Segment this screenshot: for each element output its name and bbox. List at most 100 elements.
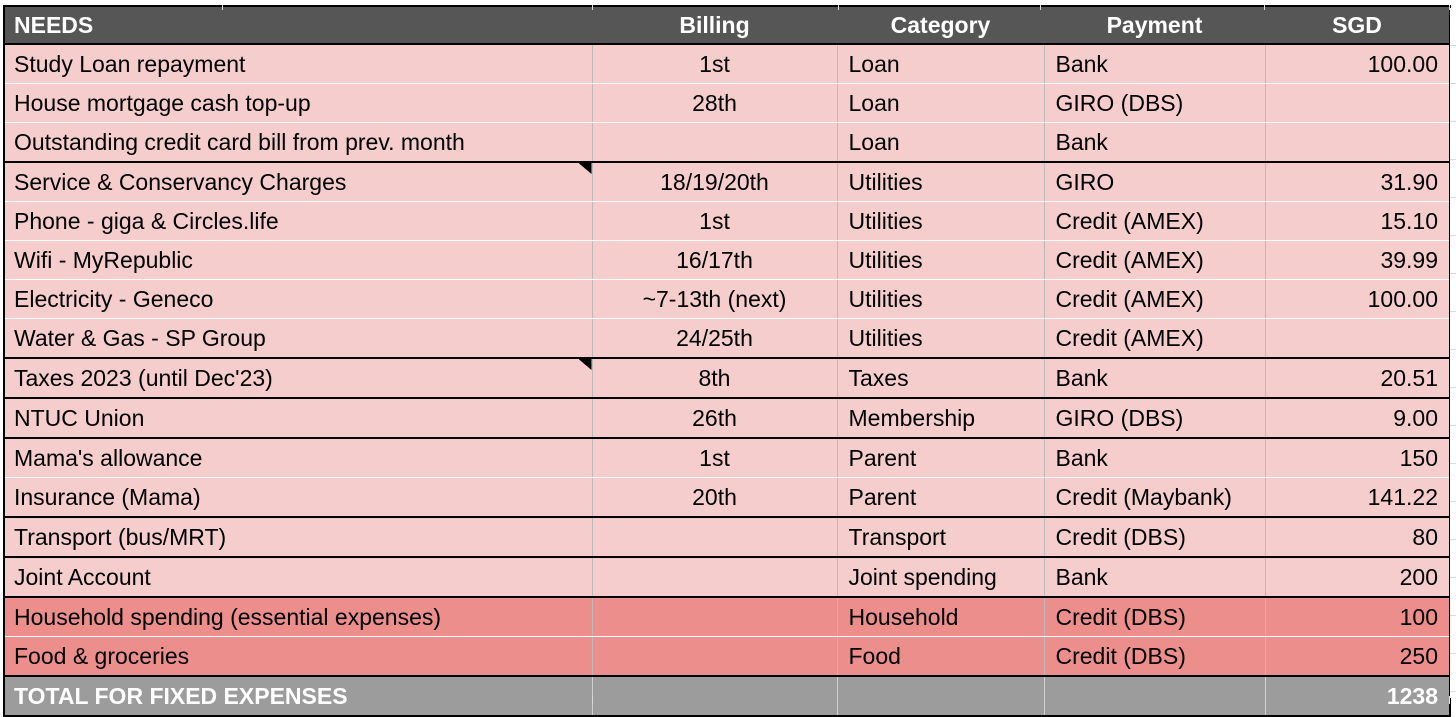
gridline [592, 5, 593, 10]
cell-needs[interactable]: Joint Account [4, 557, 592, 598]
table-row: NTUC Union 26th Membership GIRO (DBS) 9.00 [4, 398, 1450, 439]
cell-category[interactable]: Utilities [836, 162, 1044, 202]
cell-payment[interactable]: Bank [1043, 438, 1265, 478]
cell-billing[interactable]: 24/25th [591, 318, 837, 359]
cell-category[interactable]: Joint spending [836, 557, 1044, 598]
cell-billing[interactable]: 1st [591, 438, 837, 478]
cell-category[interactable]: Transport [836, 517, 1044, 558]
cell-payment[interactable]: GIRO (DBS) [1043, 83, 1265, 123]
cell-needs[interactable]: Insurance (Mama) [4, 477, 592, 518]
cell-needs[interactable]: Water & Gas - SP Group [4, 318, 592, 359]
cell-billing[interactable] [591, 636, 837, 677]
cell-sgd[interactable]: 150 [1264, 438, 1450, 478]
total-cell-sgd[interactable]: 1238 [1264, 676, 1450, 717]
cell-payment[interactable]: Credit (Maybank) [1043, 477, 1265, 518]
cell-needs[interactable]: Study Loan repayment [4, 44, 592, 84]
cell-payment[interactable]: Bank [1043, 557, 1265, 598]
cell-category[interactable]: Taxes [836, 358, 1044, 399]
cell-needs[interactable]: Mama's allowance [4, 438, 592, 478]
cell-category[interactable]: Utilities [836, 240, 1044, 280]
cell-billing[interactable]: ~7-13th (next) [591, 279, 837, 319]
table-row: Outstanding credit card bill from prev. … [4, 122, 1450, 163]
cell-payment[interactable]: Credit (AMEX) [1043, 318, 1265, 359]
cell-needs[interactable]: Service & Conservancy Charges [4, 162, 592, 202]
cell-sgd[interactable]: 15.10 [1264, 201, 1450, 241]
header-cell-category[interactable]: Category [837, 6, 1044, 45]
cell-category[interactable]: Utilities [836, 318, 1044, 359]
cell-sgd[interactable]: 31.90 [1264, 162, 1450, 202]
cell-needs[interactable]: Transport (bus/MRT) [4, 517, 592, 558]
header-cell-sgd[interactable]: SGD [1265, 6, 1450, 45]
cell-needs[interactable]: Food & groceries [4, 636, 592, 677]
cell-billing[interactable]: 28th [591, 83, 837, 123]
cell-payment[interactable]: Credit (DBS) [1043, 517, 1265, 558]
total-cell-billing[interactable] [591, 676, 837, 717]
cell-billing[interactable] [591, 517, 837, 558]
total-cell-category[interactable] [836, 676, 1044, 717]
cell-payment[interactable]: Credit (AMEX) [1043, 279, 1265, 319]
cell-sgd[interactable]: 20.51 [1264, 358, 1450, 399]
cell-category[interactable]: Loan [836, 83, 1044, 123]
cell-category[interactable]: Utilities [836, 201, 1044, 241]
cell-category[interactable]: Loan [836, 122, 1044, 163]
cell-category[interactable]: Food [836, 636, 1044, 677]
cell-sgd[interactable] [1264, 318, 1450, 359]
cell-needs[interactable]: Taxes 2023 (until Dec'23) [4, 358, 592, 399]
cell-billing[interactable] [591, 597, 837, 637]
total-cell-payment[interactable] [1043, 676, 1265, 717]
table-row: Food & groceries Food Credit (DBS) 250 [4, 636, 1450, 677]
table-row: Electricity - Geneco ~7-13th (next) Utilit… [4, 279, 1450, 319]
cell-payment[interactable]: Bank [1043, 122, 1265, 163]
cell-payment[interactable]: Bank [1043, 358, 1265, 399]
cell-needs[interactable]: Household spending (essential expenses) [4, 597, 592, 637]
cell-needs[interactable]: Phone - giga & Circles.life [4, 201, 592, 241]
header-cell-needs[interactable]: NEEDS [4, 6, 592, 45]
gridline [222, 5, 223, 10]
cell-category[interactable]: Parent [836, 438, 1044, 478]
cell-billing[interactable]: 16/17th [591, 240, 837, 280]
cell-billing[interactable] [591, 557, 837, 598]
cell-sgd[interactable]: 200 [1264, 557, 1450, 598]
cell-sgd[interactable]: 250 [1264, 636, 1450, 677]
table-row: Insurance (Mama) 20th Parent Credit (Mayban… [4, 477, 1450, 518]
cell-category[interactable]: Membership [836, 398, 1044, 439]
cell-billing[interactable]: 1st [591, 201, 837, 241]
cell-payment[interactable]: Credit (DBS) [1043, 597, 1265, 637]
cell-category[interactable]: Utilities [836, 279, 1044, 319]
cell-sgd[interactable]: 39.99 [1264, 240, 1450, 280]
cell-sgd[interactable]: 141.22 [1264, 477, 1450, 518]
cell-billing[interactable]: 18/19/20th [591, 162, 837, 202]
sheet-margin-right [1450, 8, 1456, 698]
header-cell-billing[interactable]: Billing [592, 6, 837, 45]
cell-sgd[interactable]: 100.00 [1264, 279, 1450, 319]
cell-payment[interactable]: Credit (AMEX) [1043, 201, 1265, 241]
gridline [1449, 5, 1450, 10]
cell-sgd[interactable] [1264, 122, 1450, 163]
cell-needs[interactable]: House mortgage cash top-up [4, 83, 592, 123]
cell-sgd[interactable]: 100.00 [1264, 44, 1450, 84]
cell-needs[interactable]: Electricity - Geneco [4, 279, 592, 319]
cell-billing[interactable]: 8th [591, 358, 837, 399]
cell-category[interactable]: Parent [836, 477, 1044, 518]
cell-billing[interactable]: 20th [591, 477, 837, 518]
cell-sgd[interactable]: 100 [1264, 597, 1450, 637]
cell-sgd[interactable]: 9.00 [1264, 398, 1450, 439]
cell-payment[interactable]: Bank [1043, 44, 1265, 84]
cell-category[interactable]: Loan [836, 44, 1044, 84]
cell-payment[interactable]: Credit (AMEX) [1043, 240, 1265, 280]
cell-sgd[interactable] [1264, 83, 1450, 123]
cell-payment[interactable]: Credit (DBS) [1043, 636, 1265, 677]
cell-payment[interactable]: GIRO [1043, 162, 1265, 202]
cell-billing[interactable]: 26th [591, 398, 837, 439]
cell-category[interactable]: Household [836, 597, 1044, 637]
cell-payment[interactable]: GIRO (DBS) [1043, 398, 1265, 439]
cell-billing[interactable] [591, 122, 837, 163]
cell-billing[interactable]: 1st [591, 44, 837, 84]
table-row: Joint Account Joint spending Bank 200 [4, 557, 1450, 598]
cell-needs[interactable]: Wifi - MyRepublic [4, 240, 592, 280]
cell-needs[interactable]: NTUC Union [4, 398, 592, 439]
total-cell-needs[interactable]: TOTAL FOR FIXED EXPENSES [4, 676, 592, 717]
cell-sgd[interactable]: 80 [1264, 517, 1450, 558]
header-cell-payment[interactable]: Payment [1044, 6, 1265, 45]
cell-needs[interactable]: Outstanding credit card bill from prev. … [4, 122, 592, 163]
